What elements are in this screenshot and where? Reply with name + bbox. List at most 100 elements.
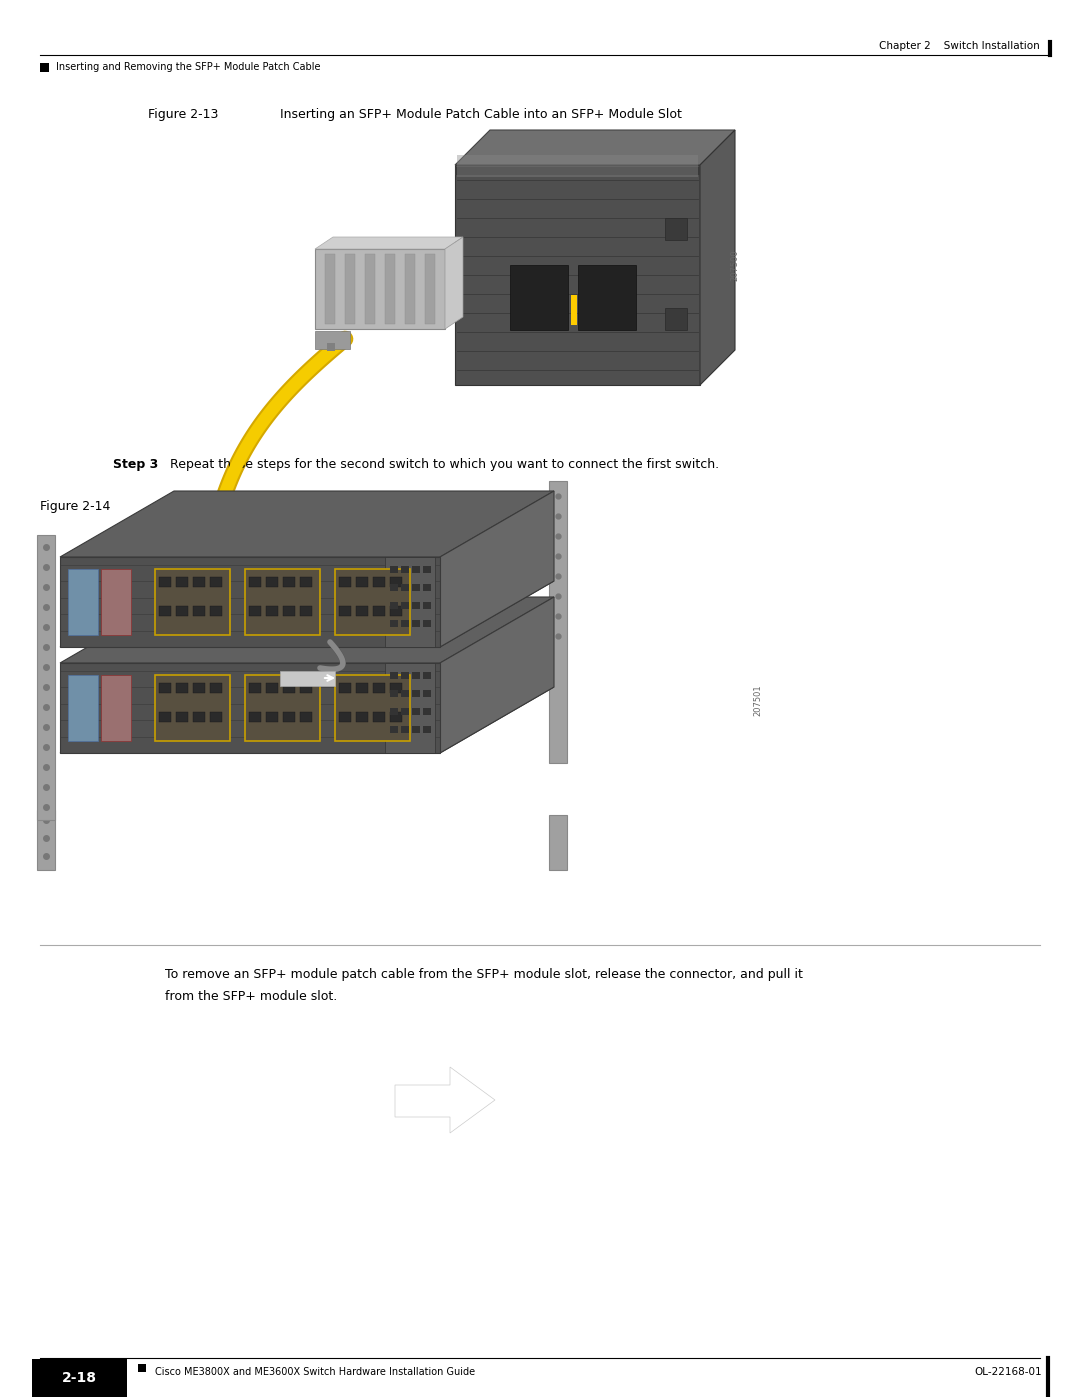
Bar (327, 344, 335, 351)
Text: OL-22168-01: OL-22168-01 (974, 1368, 1042, 1377)
Bar (390, 708, 399, 715)
Polygon shape (60, 687, 554, 753)
Text: To remove an SFP+ module patch cable from the SFP+ module slot, release the conn: To remove an SFP+ module patch cable fro… (165, 968, 802, 981)
Bar (245, 675, 320, 740)
Bar (365, 254, 375, 324)
Bar (411, 566, 420, 573)
Polygon shape (60, 490, 554, 557)
Polygon shape (60, 664, 440, 753)
Bar (401, 708, 409, 715)
Bar (335, 569, 410, 636)
Bar (390, 584, 399, 591)
Polygon shape (60, 557, 440, 647)
Text: Connecting Two Switches with an SFP+ Module Patch Cable: Connecting Two Switches with an SFP+ Mod… (170, 500, 543, 513)
Bar (411, 602, 420, 609)
Bar (283, 683, 295, 693)
Bar (356, 683, 368, 693)
Bar (210, 683, 222, 693)
Text: Figure 2-13: Figure 2-13 (148, 108, 218, 122)
Text: Inserting an SFP+ Module Patch Cable into an SFP+ Module Slot: Inserting an SFP+ Module Patch Cable int… (280, 108, 681, 122)
Bar (315, 331, 350, 349)
Bar (159, 577, 171, 587)
Bar (401, 672, 409, 679)
Bar (339, 606, 351, 616)
Bar (210, 577, 222, 587)
Text: Cisco ME3800X and ME3600X Switch Hardware Installation Guide: Cisco ME3800X and ME3600X Switch Hardwar… (156, 1368, 475, 1377)
Bar (300, 577, 312, 587)
Bar (68, 569, 98, 636)
Bar (390, 690, 399, 697)
Bar (159, 712, 171, 722)
Bar (210, 606, 222, 616)
Text: 2-18: 2-18 (62, 1370, 96, 1384)
Bar (249, 683, 261, 693)
Bar (138, 1363, 146, 1372)
Bar (401, 602, 409, 609)
Bar (68, 675, 98, 740)
Bar (283, 606, 295, 616)
Bar (423, 690, 431, 697)
Bar (373, 606, 384, 616)
Bar (423, 584, 431, 591)
Polygon shape (60, 597, 554, 664)
Bar (266, 577, 278, 587)
Bar (578, 265, 636, 330)
Bar (423, 566, 431, 573)
Bar (176, 712, 188, 722)
Bar (390, 683, 402, 693)
Bar (411, 672, 420, 679)
Bar (401, 620, 409, 627)
Text: 207500: 207500 (730, 249, 740, 281)
Bar (249, 712, 261, 722)
Bar (102, 675, 131, 740)
Bar (405, 254, 415, 324)
Bar (411, 726, 420, 733)
Bar (32, 1359, 127, 1397)
Bar (335, 675, 410, 740)
Bar (156, 569, 230, 636)
Text: from the SFP+ module slot.: from the SFP+ module slot. (165, 990, 337, 1003)
Bar (549, 481, 567, 763)
Bar (390, 577, 402, 587)
Bar (401, 584, 409, 591)
Bar (176, 606, 188, 616)
Bar (40, 63, 49, 73)
Bar (159, 606, 171, 616)
Bar (384, 254, 395, 324)
Polygon shape (60, 581, 554, 647)
Bar (401, 726, 409, 733)
Bar (426, 254, 435, 324)
Bar (356, 712, 368, 722)
Bar (300, 712, 312, 722)
Bar (423, 620, 431, 627)
Bar (249, 577, 261, 587)
Bar (339, 712, 351, 722)
Bar (266, 606, 278, 616)
Bar (245, 569, 320, 636)
Text: Repeat these steps for the second switch to which you want to connect the first : Repeat these steps for the second switch… (170, 458, 719, 471)
Bar (325, 254, 335, 324)
Bar (423, 672, 431, 679)
Bar (176, 683, 188, 693)
Bar (193, 712, 205, 722)
Bar (37, 535, 55, 820)
Bar (390, 566, 399, 573)
Bar (193, 683, 205, 693)
Bar (455, 168, 700, 175)
Text: Figure 2-14: Figure 2-14 (40, 500, 110, 513)
Bar (401, 566, 409, 573)
Bar (665, 218, 687, 240)
Bar (176, 577, 188, 587)
Bar (102, 569, 131, 636)
Bar (549, 814, 567, 870)
Bar (411, 584, 420, 591)
Bar (390, 606, 402, 616)
Polygon shape (440, 597, 554, 753)
Bar (193, 606, 205, 616)
Polygon shape (315, 237, 463, 249)
Bar (390, 726, 399, 733)
Text: Step 3: Step 3 (113, 458, 159, 471)
Bar (390, 602, 399, 609)
Bar (193, 577, 205, 587)
Text: Inserting and Removing the SFP+ Module Patch Cable: Inserting and Removing the SFP+ Module P… (56, 61, 321, 73)
